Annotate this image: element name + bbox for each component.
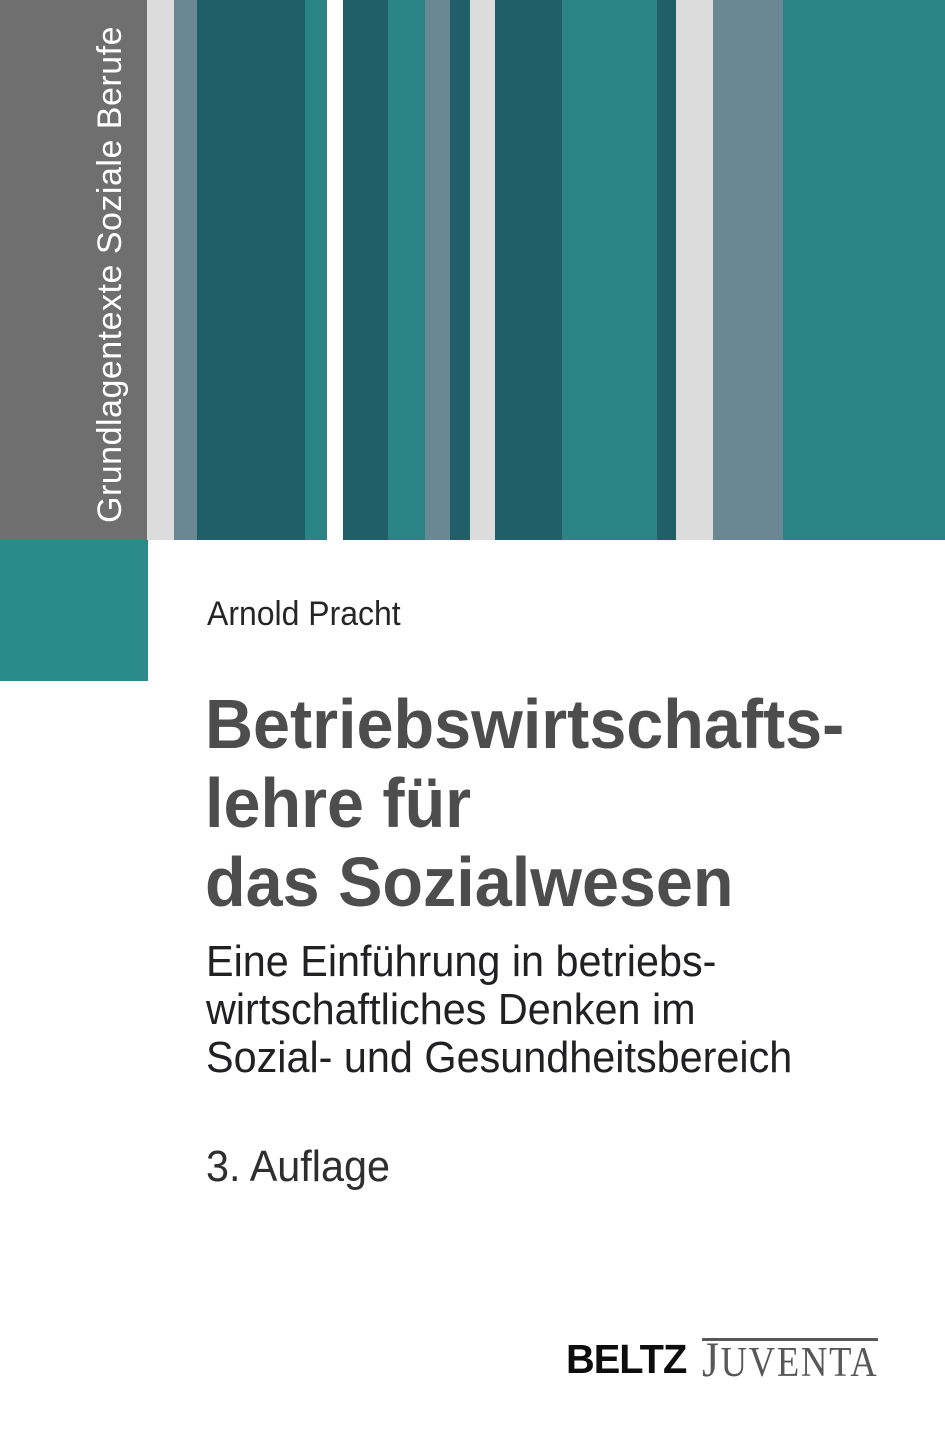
title-line-3: das Sozialwesen <box>205 843 734 921</box>
subtitle-line-3: Sozial- und Gesundheitsbereich <box>206 1033 793 1082</box>
band-stripe <box>305 0 327 540</box>
band-stripe <box>470 0 495 540</box>
title-line-2: lehre für <box>205 764 472 842</box>
edition-label: 3. Auflage <box>206 1142 390 1191</box>
book-subtitle: Eine Einführung in betriebs- wirtschaftl… <box>206 938 792 1082</box>
subtitle-line-2: wirtschaftliches Denken im <box>206 985 696 1034</box>
band-stripe <box>713 0 783 540</box>
title-line-1: Betriebswirtschafts- <box>205 685 845 763</box>
juventa-wordmark: JUVENTA <box>702 1331 879 1387</box>
band-stripe <box>783 0 945 540</box>
subtitle-line-1: Eine Einführung in betriebs- <box>206 937 717 986</box>
band-stripe <box>657 0 676 540</box>
band-stripe <box>174 0 197 540</box>
publisher-juventa-logo: JUVENTA <box>702 1335 878 1387</box>
juventa-rule <box>702 1338 878 1341</box>
band-stripe <box>343 0 388 540</box>
band-stripe <box>495 0 562 540</box>
teal-accent-square <box>0 540 148 681</box>
band-stripe <box>562 0 657 540</box>
band-stripe <box>327 0 343 540</box>
stripe-band <box>0 0 945 540</box>
book-title: Betriebswirtschafts- lehre für das Sozia… <box>205 685 844 922</box>
publisher-beltz-logo: BELTZ <box>566 1336 687 1382</box>
band-stripe <box>147 0 174 540</box>
series-sidebar <box>0 0 147 540</box>
band-stripe <box>425 0 450 540</box>
author-name: Arnold Pracht <box>207 595 401 633</box>
series-title: Grundlagentexte Soziale Berufe <box>91 26 129 523</box>
band-stripe <box>197 0 305 540</box>
band-stripe <box>676 0 713 540</box>
band-stripe <box>450 0 470 540</box>
band-stripe <box>388 0 425 540</box>
